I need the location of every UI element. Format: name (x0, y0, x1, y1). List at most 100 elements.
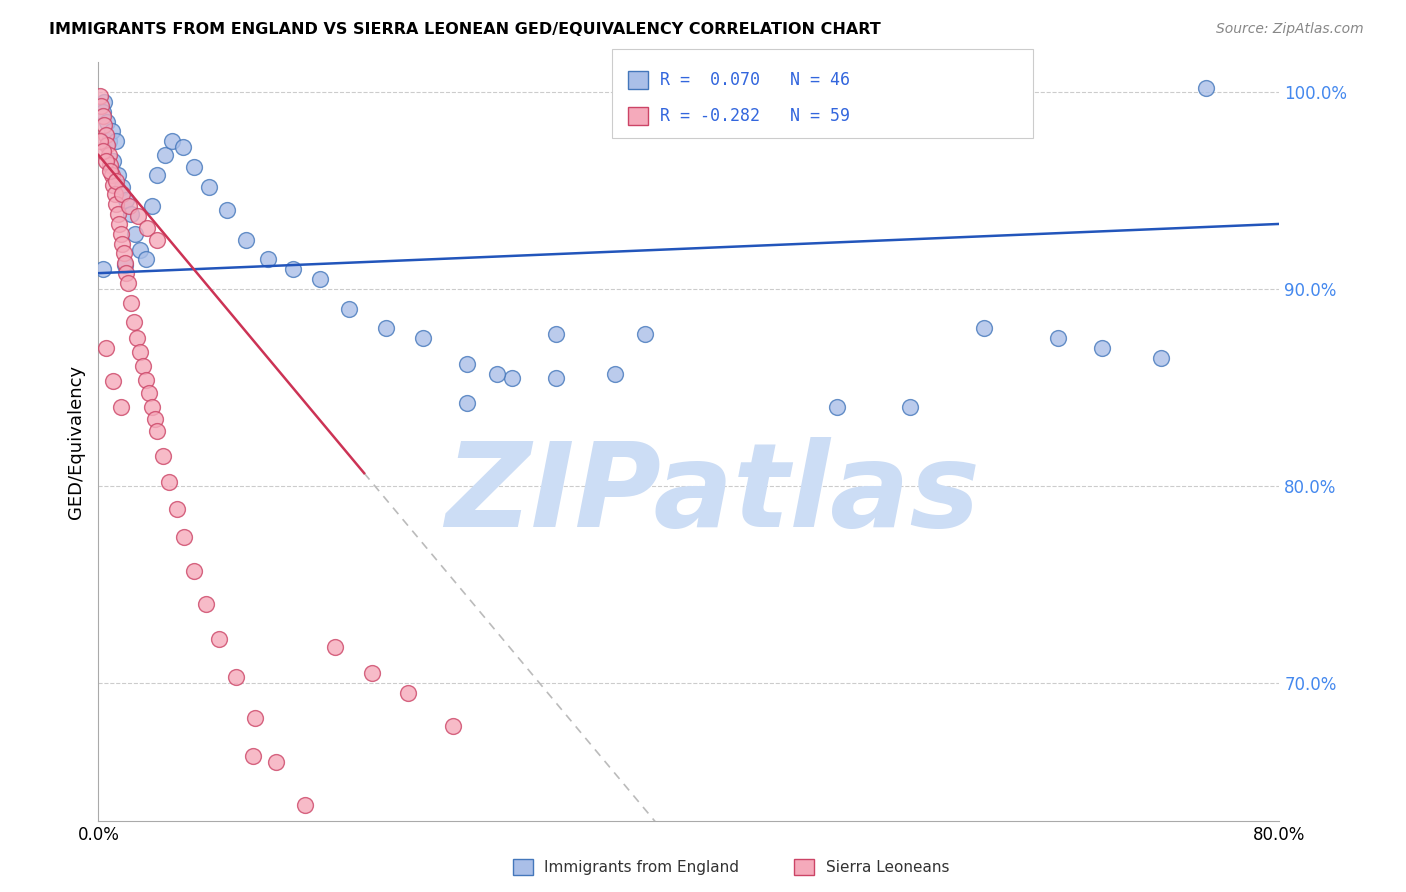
Point (111, 187, 134, 202)
Point (257, 252, 280, 267)
Text: IMMIGRANTS FROM ENGLAND VS SIERRA LEONEAN GED/EQUIVALENCY CORRELATION CHART: IMMIGRANTS FROM ENGLAND VS SIERRA LEONEA… (49, 22, 882, 37)
Point (96, 114, 118, 128)
Point (111, 236, 134, 251)
Point (375, 321, 398, 335)
Point (208, 632, 231, 647)
Point (128, 243, 150, 257)
Point (97, 148, 120, 162)
Point (235, 233, 257, 247)
Point (605, 367, 627, 381)
Point (104, 187, 127, 202)
Point (91, 144, 114, 158)
Point (264, 755, 287, 769)
Point (1091, 341, 1114, 355)
Point (98, 163, 121, 178)
Point (103, 153, 125, 168)
Point (136, 220, 159, 235)
Point (124, 227, 146, 241)
Point (138, 386, 160, 401)
Point (107, 207, 129, 221)
Point (243, 711, 266, 725)
Point (146, 168, 169, 182)
Point (94, 128, 117, 143)
Point (242, 748, 264, 763)
Point (89, 134, 111, 148)
Text: R =  0.070   N = 46: R = 0.070 N = 46 (659, 71, 849, 89)
Point (141, 400, 163, 414)
Point (900, 400, 922, 414)
Point (183, 564, 205, 578)
Point (111, 179, 134, 194)
Point (118, 199, 141, 213)
Point (152, 450, 174, 464)
Text: Sierra Leoneans: Sierra Leoneans (825, 860, 949, 874)
Point (1046, 331, 1070, 345)
Point (122, 315, 145, 329)
Point (117, 276, 139, 290)
Text: ZIPatlas: ZIPatlas (446, 437, 980, 552)
Point (195, 597, 218, 611)
Point (97, 134, 120, 148)
Point (294, 797, 316, 812)
Point (96, 138, 118, 153)
Point (100, 168, 122, 182)
Point (114, 258, 136, 272)
Point (173, 530, 195, 544)
Point (546, 370, 568, 384)
Point (309, 272, 332, 286)
Point (105, 134, 128, 148)
Text: Source: ZipAtlas.com: Source: ZipAtlas.com (1216, 22, 1364, 37)
Point (546, 327, 568, 342)
Point (1150, 351, 1173, 365)
Point (91, 109, 114, 123)
Point (120, 207, 142, 221)
Point (486, 367, 509, 381)
Point (112, 246, 135, 260)
Point (225, 670, 247, 684)
Point (323, 640, 346, 655)
Point (135, 372, 157, 386)
Point (973, 321, 995, 335)
Point (107, 168, 129, 182)
Point (127, 209, 149, 223)
Point (146, 233, 169, 247)
Text: R = -0.282   N = 59: R = -0.282 N = 59 (659, 107, 849, 125)
Point (132, 359, 155, 373)
Point (91, 104, 114, 119)
Point (141, 199, 163, 213)
Point (198, 179, 221, 194)
Point (135, 252, 157, 267)
Point (115, 194, 138, 208)
Point (157, 475, 180, 489)
Point (143, 412, 166, 426)
Point (360, 665, 382, 680)
Point (100, 124, 122, 138)
Point (172, 140, 194, 154)
Point (90, 99, 112, 113)
Text: Immigrants from England: Immigrants from England (544, 860, 740, 874)
Point (166, 502, 188, 516)
Y-axis label: GED/Equivalency: GED/Equivalency (66, 365, 84, 518)
Point (108, 217, 131, 231)
Point (441, 719, 464, 733)
Point (825, 400, 848, 414)
Point (120, 295, 142, 310)
Point (94, 153, 117, 168)
Point (98, 158, 121, 172)
Point (110, 400, 132, 414)
Point (103, 375, 125, 389)
Point (103, 178, 125, 192)
Point (412, 331, 434, 345)
Point (457, 396, 479, 410)
Point (110, 227, 132, 241)
Point (501, 370, 523, 384)
Point (183, 160, 205, 174)
Point (128, 345, 150, 359)
Point (162, 134, 183, 148)
Point (105, 197, 128, 211)
Point (93, 95, 115, 109)
Point (283, 262, 305, 277)
Point (457, 357, 479, 371)
Point (114, 256, 136, 270)
Point (105, 173, 128, 187)
